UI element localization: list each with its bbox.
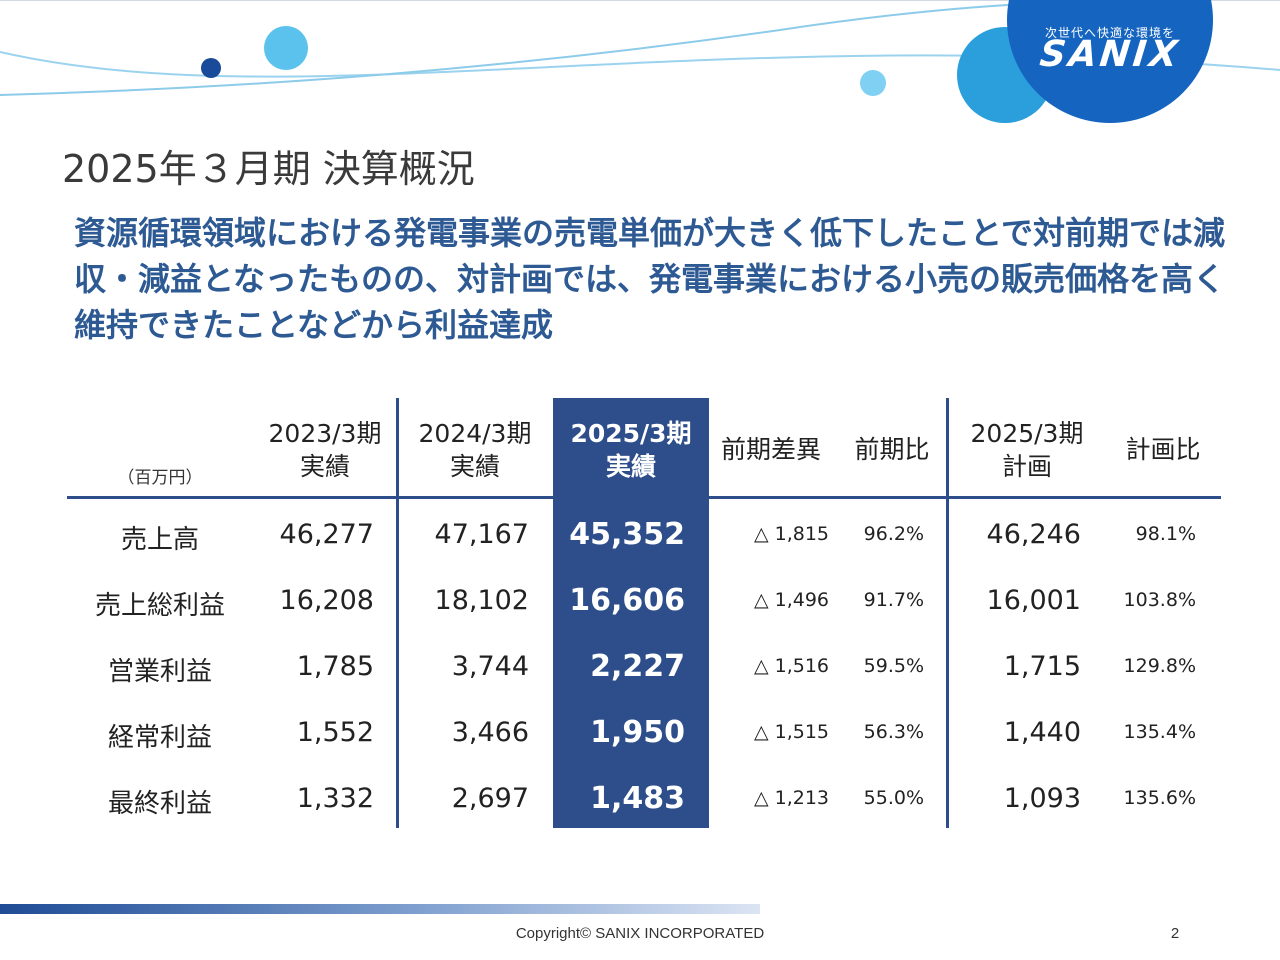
cell-yoy: 91.7% <box>863 588 924 611</box>
cell-yoy: 55.0% <box>863 786 924 809</box>
logo-tagline: 次世代へ快適な環境を <box>1044 26 1175 40</box>
cell-vs-plan: 129.8% <box>1123 654 1196 677</box>
cell-fy2023: 16,208 <box>279 584 374 616</box>
header-rule <box>67 496 1221 499</box>
header-plan: 2025/3期 計画 <box>970 419 1084 481</box>
header-diff: 前期差異 <box>720 435 821 464</box>
headline-summary: 資源循環領域における発電事業の売電単価が大きく低下したことで対前期では減収・減益… <box>74 214 1226 344</box>
cell-fy2023: 1,552 <box>296 716 374 748</box>
header-yoy: 前期比 <box>854 435 930 464</box>
cell-yoy: 59.5% <box>863 654 924 677</box>
cell-plan: 1,093 <box>1003 782 1081 814</box>
divider-1 <box>396 398 399 828</box>
bubble-navy <box>201 58 221 78</box>
footer-gradient-bar <box>0 904 760 914</box>
cell-diff: △ 1,496 <box>753 588 829 611</box>
cell-fy2025: 1,950 <box>590 715 685 750</box>
curve-line-2 <box>0 1 1061 96</box>
cell-fy2024: 3,744 <box>451 650 529 682</box>
cell-vs-plan: 135.4% <box>1123 720 1196 743</box>
row-label: 営業利益 <box>107 656 212 687</box>
cell-fy2023: 46,277 <box>279 518 374 550</box>
cell-plan: 16,001 <box>986 584 1081 616</box>
cell-fy2025: 16,606 <box>569 583 685 618</box>
header-fy2023: 2023/3期 実績 <box>268 419 382 481</box>
cell-fy2025: 1,483 <box>590 781 685 816</box>
cell-plan: 1,440 <box>1003 716 1081 748</box>
cell-fy2024: 47,167 <box>434 518 529 550</box>
logo-circle-dark <box>1007 0 1213 123</box>
cell-yoy: 56.3% <box>863 720 924 743</box>
cell-fy2023: 1,785 <box>296 650 374 682</box>
bubble-large <box>264 26 308 70</box>
cell-diff: △ 1,815 <box>753 522 829 545</box>
header-vs-plan: 計画比 <box>1125 435 1201 464</box>
cell-fy2024: 3,466 <box>451 716 529 748</box>
divider-2 <box>946 398 949 828</box>
bubble-small <box>860 70 886 96</box>
cell-fy2023: 1,332 <box>296 782 374 814</box>
cell-fy2024: 18,102 <box>434 584 529 616</box>
row-label: 売上総利益 <box>94 590 225 621</box>
cell-vs-plan: 135.6% <box>1123 786 1196 809</box>
page-title: 2025年３月期 決算概況 <box>62 147 475 191</box>
row-label: 経常利益 <box>107 722 212 753</box>
cell-fy2025: 45,352 <box>569 517 685 552</box>
cell-diff: △ 1,213 <box>753 786 829 809</box>
copyright: Copyright© SANIX INCORPORATED <box>515 925 765 942</box>
cell-diff: △ 1,515 <box>753 720 829 743</box>
cell-fy2024: 2,697 <box>451 782 529 814</box>
page-number: 2 <box>1170 925 1180 942</box>
unit-label: （百万円） <box>117 468 203 488</box>
cell-plan: 46,246 <box>986 518 1081 550</box>
cell-diff: △ 1,516 <box>753 654 829 677</box>
cell-plan: 1,715 <box>1003 650 1081 682</box>
header-fy2024: 2024/3期 実績 <box>418 419 532 481</box>
cell-vs-plan: 103.8% <box>1123 588 1196 611</box>
highlight-column-fy2025 <box>553 398 709 828</box>
row-label: 売上高 <box>120 524 199 555</box>
cell-yoy: 96.2% <box>863 522 924 545</box>
row-label: 最終利益 <box>107 788 212 819</box>
cell-vs-plan: 98.1% <box>1135 522 1196 545</box>
header-fy2025: 2025/3期 実績 <box>570 419 692 481</box>
cell-fy2025: 2,227 <box>590 649 685 684</box>
